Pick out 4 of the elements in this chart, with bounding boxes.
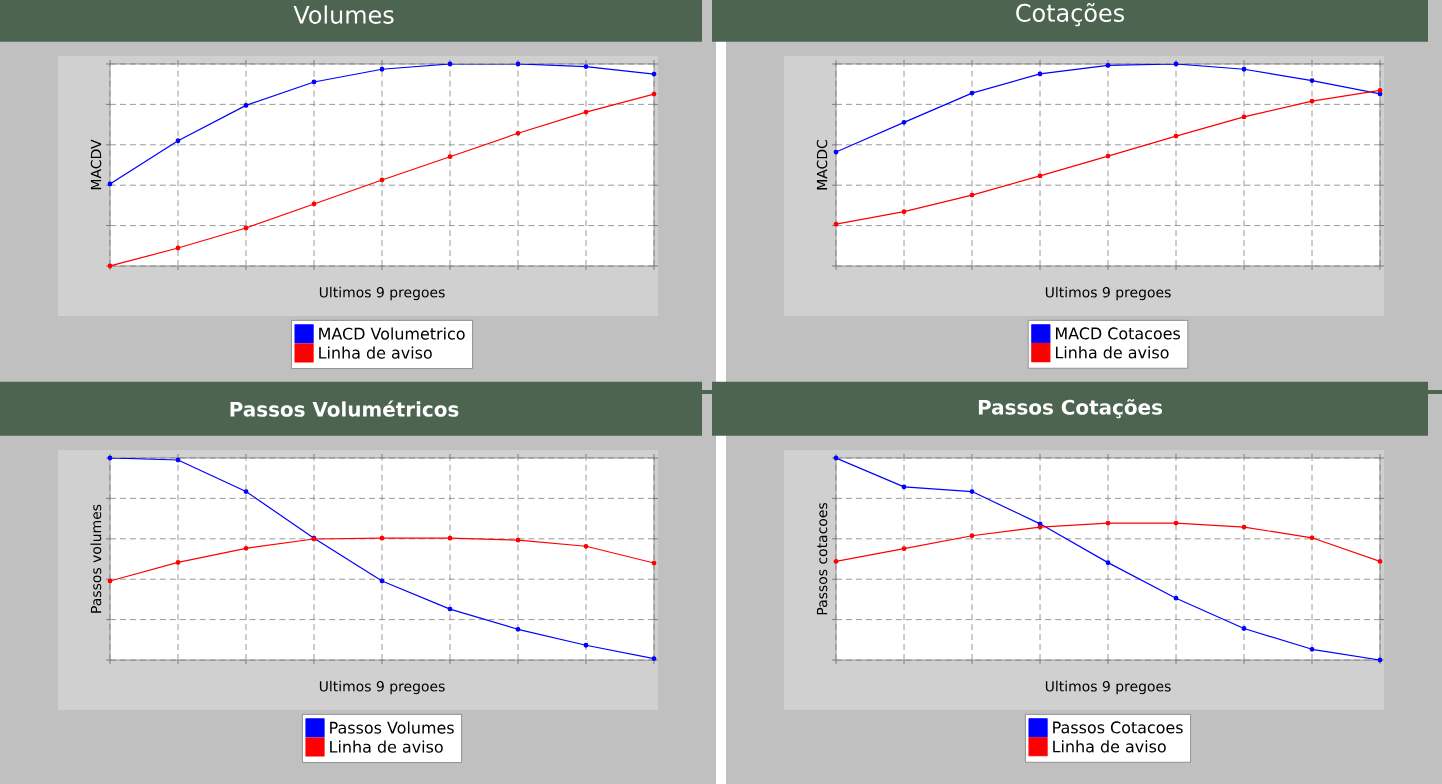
chart-title: Cotações — [1016, 3, 1124, 27]
chart-title: Passos Cotações — [978, 398, 1163, 419]
chart-title: Volumes — [293, 5, 394, 24]
chart-title: Passos Volumétricos — [230, 400, 459, 417]
